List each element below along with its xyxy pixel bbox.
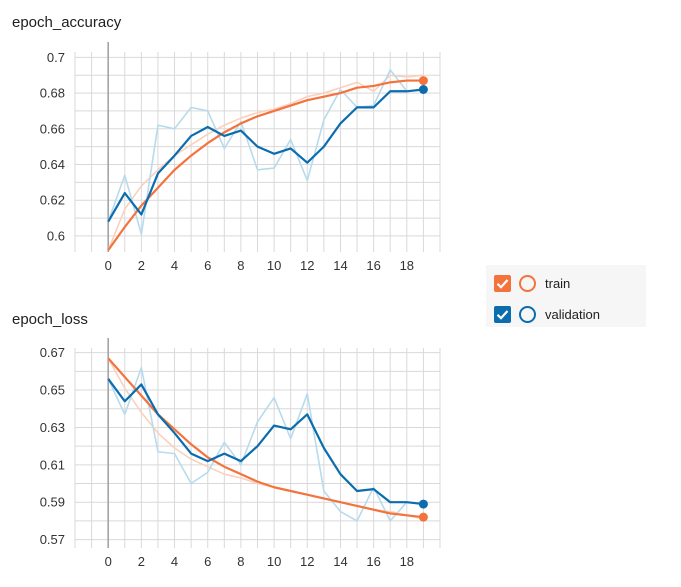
validation-checkbox[interactable]	[494, 305, 511, 323]
accuracy-train-end-marker[interactable]	[418, 76, 428, 86]
accuracy-validation-end-marker[interactable]	[418, 85, 428, 94]
loss-x-tick-label: 2	[138, 554, 145, 569]
accuracy-y-tick-label: 0.64	[40, 157, 65, 172]
accuracy-x-tick-label: 18	[400, 258, 414, 273]
loss-series-validation-raw	[107, 366, 424, 522]
accuracy-x-tick-label: 12	[300, 258, 314, 273]
validation-circle-icon	[519, 305, 536, 323]
loss-x-tick-label: 12	[300, 554, 314, 569]
loss-x-tick-label: 16	[366, 554, 380, 569]
accuracy-chart-title: epoch_accuracy	[12, 14, 122, 31]
accuracy-x-tick-label: 0	[105, 258, 112, 273]
train-checkbox[interactable]	[494, 274, 511, 292]
loss-y-tick-label: 0.63	[40, 420, 65, 435]
loss-y-tick-label: 0.67	[40, 345, 65, 360]
legend-label-validation: validation	[545, 306, 600, 322]
loss-x-tick-label: 6	[204, 554, 211, 569]
accuracy-y-tick-label: 0.6	[47, 228, 65, 243]
accuracy-y-tick-label: 0.7	[47, 50, 65, 65]
accuracy-series-validation-raw	[107, 69, 424, 235]
accuracy-x-tick-label: 8	[237, 258, 244, 273]
loss-chart[interactable]: 0.57 0.59 0.61 0.63 0.65 0.67 0 2 4 6 8 10 12 14 16 18	[0, 338, 460, 578]
loss-x-tick-label: 8	[237, 554, 244, 569]
accuracy-series-train	[107, 79, 424, 251]
loss-x-tick-label: 4	[171, 554, 178, 569]
loss-train-end-marker[interactable]	[418, 512, 428, 522]
check-icon	[496, 278, 509, 289]
loss-x-tick-label: 0	[105, 554, 112, 569]
check-icon	[496, 309, 509, 320]
legend: train validation	[486, 265, 646, 327]
accuracy-chart[interactable]: 0.6 0.62 0.64 0.66 0.68 0.7 0 2 4 6 8 10 12 14 16 18	[0, 42, 460, 282]
accuracy-x-tick-label: 4	[171, 258, 178, 273]
accuracy-x-tick-label: 2	[138, 258, 145, 273]
accuracy-y-tick-label: 0.68	[40, 86, 65, 101]
legend-item-train[interactable]: train	[494, 272, 570, 294]
loss-x-tick-label: 10	[267, 554, 281, 569]
loss-series-validation	[107, 378, 424, 506]
legend-label-train: train	[545, 275, 571, 291]
accuracy-series-train-raw	[107, 74, 424, 251]
loss-validation-end-marker[interactable]	[418, 499, 428, 509]
legend-item-validation[interactable]: validation	[494, 303, 600, 325]
loss-y-tick-label: 0.59	[40, 495, 65, 510]
accuracy-y-tick-label: 0.62	[40, 193, 65, 208]
accuracy-x-tick-label: 14	[333, 258, 347, 273]
loss-x-tick-label: 18	[400, 554, 414, 569]
accuracy-y-tick-label: 0.66	[40, 121, 65, 136]
loss-x-tick-label: 14	[333, 554, 347, 569]
train-circle-icon	[519, 274, 536, 292]
loss-y-tick-label: 0.61	[40, 457, 65, 472]
accuracy-series-validation	[107, 88, 424, 223]
accuracy-x-tick-label: 6	[204, 258, 211, 273]
loss-y-tick-label: 0.65	[40, 383, 65, 398]
loss-chart-title: epoch_loss	[12, 311, 88, 328]
accuracy-x-tick-label: 10	[267, 258, 281, 273]
loss-y-tick-label: 0.57	[40, 532, 65, 547]
accuracy-x-tick-label: 16	[366, 258, 380, 273]
